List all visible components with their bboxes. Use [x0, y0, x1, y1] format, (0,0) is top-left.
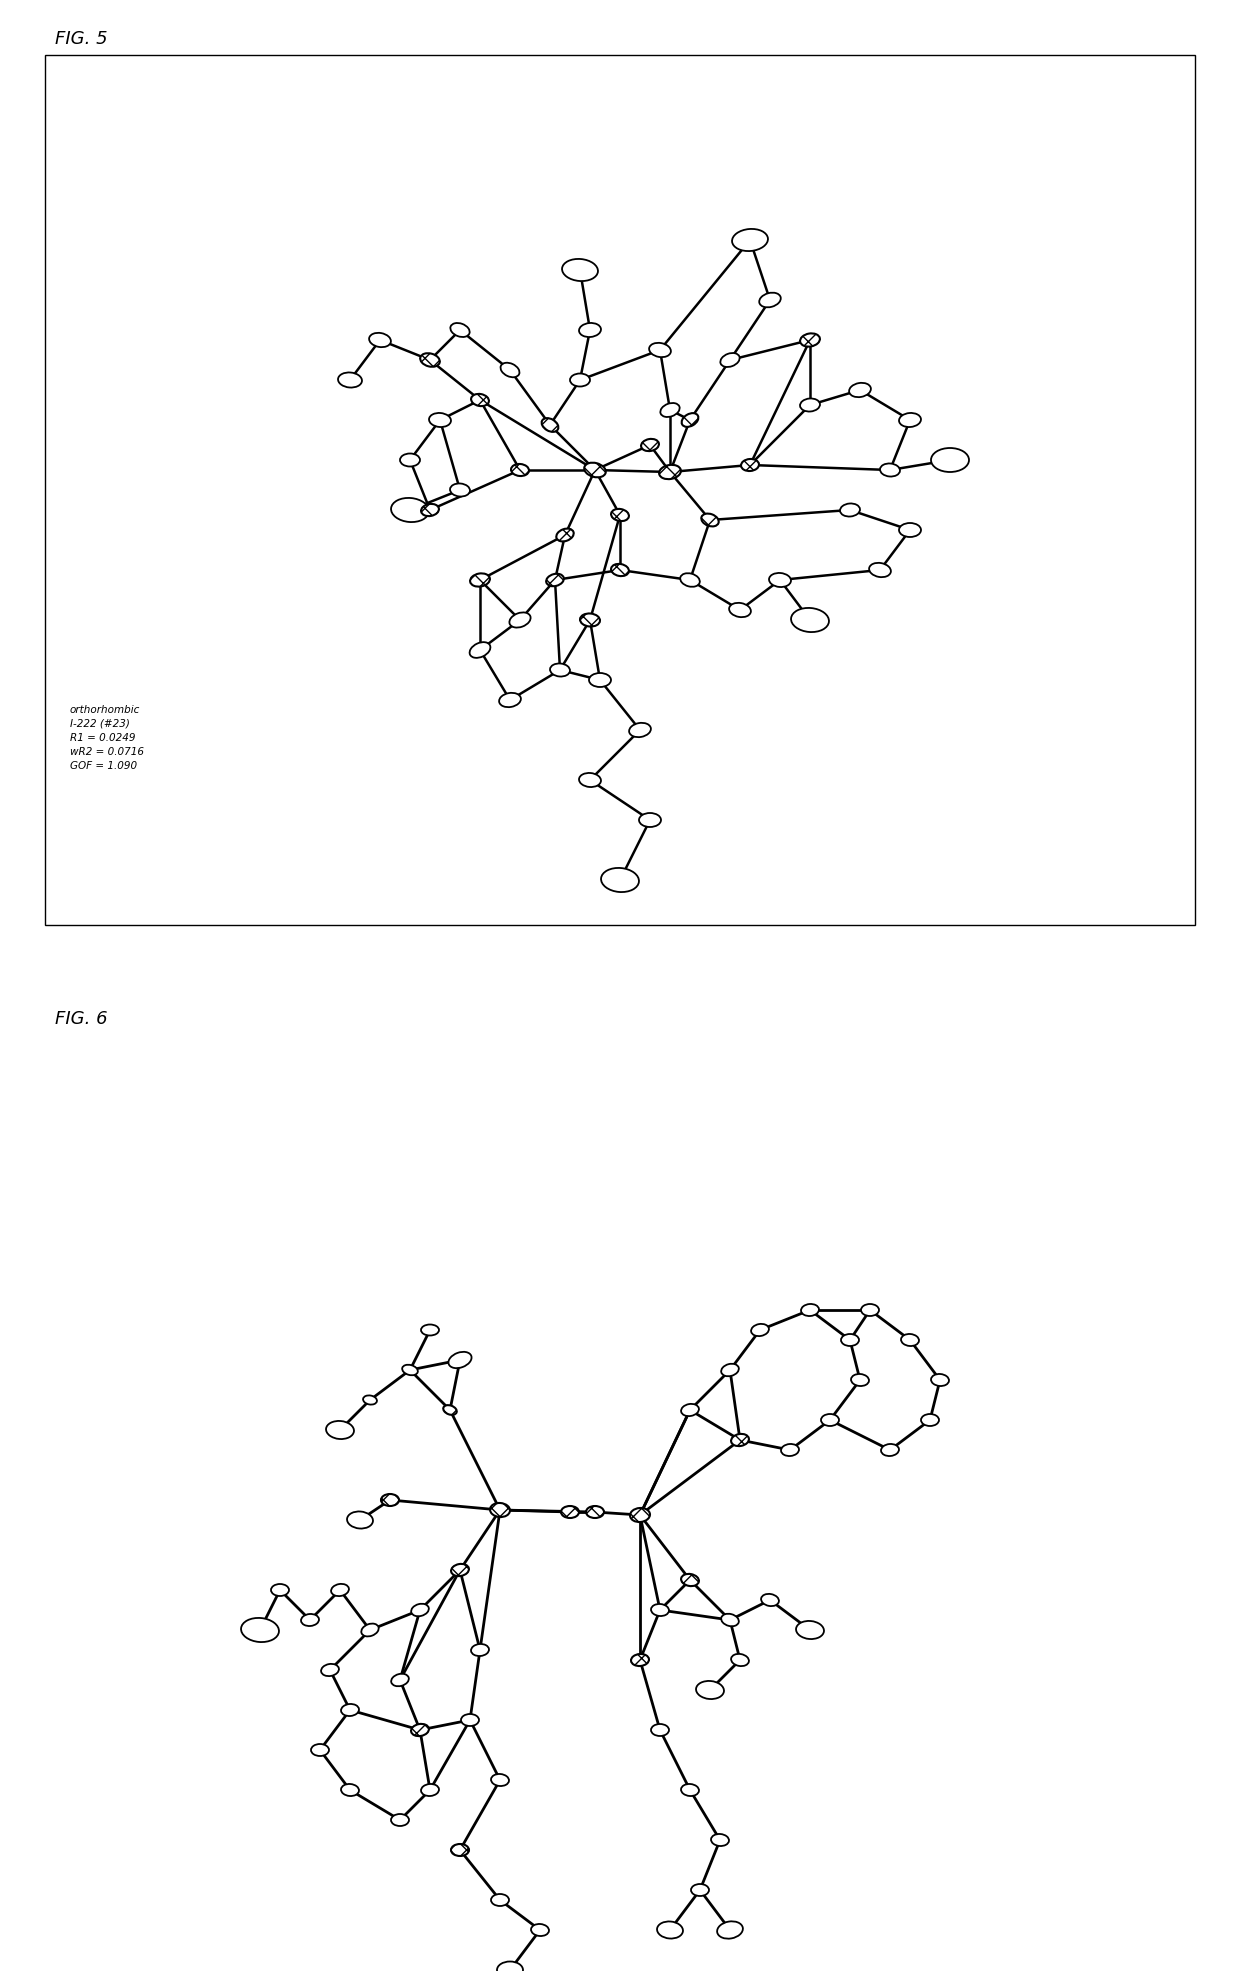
Ellipse shape: [742, 459, 759, 471]
Ellipse shape: [326, 1421, 353, 1439]
Ellipse shape: [629, 723, 651, 737]
Text: orthorhombic
I-222 (#23)
R1 = 0.0249
wR2 = 0.0716
GOF = 1.090: orthorhombic I-222 (#23) R1 = 0.0249 wR2…: [69, 706, 144, 771]
Ellipse shape: [641, 440, 658, 451]
Text: FIG. 5: FIG. 5: [55, 30, 108, 47]
Ellipse shape: [471, 394, 489, 406]
Ellipse shape: [630, 1508, 650, 1522]
Ellipse shape: [899, 522, 921, 536]
Ellipse shape: [422, 1325, 439, 1336]
Ellipse shape: [401, 453, 420, 467]
Ellipse shape: [579, 323, 601, 337]
Ellipse shape: [696, 1681, 724, 1699]
Ellipse shape: [580, 613, 600, 627]
Ellipse shape: [720, 353, 739, 367]
Ellipse shape: [681, 1575, 699, 1587]
Ellipse shape: [491, 1774, 508, 1786]
Ellipse shape: [402, 1364, 418, 1376]
Ellipse shape: [584, 463, 606, 477]
Ellipse shape: [931, 1374, 949, 1386]
Ellipse shape: [511, 463, 529, 477]
Ellipse shape: [339, 373, 362, 388]
Ellipse shape: [801, 1305, 818, 1317]
Ellipse shape: [800, 333, 820, 347]
Ellipse shape: [722, 1364, 739, 1376]
Ellipse shape: [542, 418, 558, 432]
Ellipse shape: [660, 465, 681, 479]
Ellipse shape: [470, 643, 490, 658]
Ellipse shape: [681, 1784, 699, 1796]
Ellipse shape: [899, 414, 921, 428]
Ellipse shape: [759, 292, 781, 307]
Ellipse shape: [361, 1624, 378, 1636]
Ellipse shape: [311, 1744, 329, 1756]
Ellipse shape: [781, 1445, 799, 1457]
Ellipse shape: [451, 1563, 469, 1577]
Ellipse shape: [639, 812, 661, 828]
Ellipse shape: [451, 1845, 469, 1857]
Ellipse shape: [901, 1334, 919, 1346]
Ellipse shape: [722, 1614, 739, 1626]
Ellipse shape: [391, 1673, 409, 1687]
Ellipse shape: [498, 694, 521, 708]
Ellipse shape: [769, 574, 791, 587]
Ellipse shape: [796, 1620, 823, 1640]
Ellipse shape: [651, 1604, 670, 1616]
Ellipse shape: [347, 1512, 373, 1529]
Ellipse shape: [849, 382, 870, 396]
Ellipse shape: [631, 1654, 649, 1665]
Ellipse shape: [331, 1585, 348, 1597]
Ellipse shape: [761, 1595, 779, 1606]
Ellipse shape: [490, 1504, 510, 1518]
Ellipse shape: [880, 1445, 899, 1457]
Ellipse shape: [711, 1833, 729, 1847]
Ellipse shape: [491, 1894, 508, 1906]
Bar: [45, 55, 1195, 924]
Ellipse shape: [579, 773, 601, 786]
Ellipse shape: [732, 1433, 749, 1447]
Ellipse shape: [546, 574, 564, 585]
Ellipse shape: [589, 672, 611, 688]
Ellipse shape: [272, 1585, 289, 1597]
Ellipse shape: [363, 1395, 377, 1405]
Ellipse shape: [702, 514, 719, 526]
Ellipse shape: [611, 564, 629, 576]
Ellipse shape: [611, 509, 629, 520]
Ellipse shape: [510, 613, 531, 627]
Ellipse shape: [450, 323, 470, 337]
Ellipse shape: [412, 1725, 429, 1736]
Ellipse shape: [851, 1374, 869, 1386]
Ellipse shape: [422, 1784, 439, 1796]
Ellipse shape: [551, 664, 570, 676]
Ellipse shape: [791, 607, 830, 633]
Ellipse shape: [241, 1618, 279, 1642]
Ellipse shape: [587, 1506, 604, 1518]
Ellipse shape: [562, 258, 598, 282]
Ellipse shape: [321, 1664, 339, 1675]
Text: FIG. 6: FIG. 6: [55, 1009, 108, 1029]
Ellipse shape: [751, 1325, 769, 1336]
Ellipse shape: [691, 1884, 709, 1896]
Ellipse shape: [729, 603, 751, 617]
Ellipse shape: [921, 1413, 939, 1425]
Ellipse shape: [657, 1922, 683, 1939]
Ellipse shape: [601, 867, 639, 893]
Ellipse shape: [880, 463, 900, 477]
Ellipse shape: [570, 373, 590, 386]
Ellipse shape: [471, 1644, 489, 1656]
Ellipse shape: [681, 574, 699, 587]
Ellipse shape: [443, 1405, 456, 1415]
Ellipse shape: [651, 1725, 670, 1736]
Ellipse shape: [422, 505, 439, 516]
Ellipse shape: [681, 1403, 699, 1415]
Ellipse shape: [391, 499, 429, 522]
Ellipse shape: [869, 564, 890, 578]
Ellipse shape: [682, 414, 698, 428]
Ellipse shape: [381, 1494, 399, 1506]
Ellipse shape: [661, 402, 680, 418]
Ellipse shape: [341, 1784, 360, 1796]
Ellipse shape: [501, 363, 520, 376]
Ellipse shape: [560, 1506, 579, 1518]
Ellipse shape: [839, 503, 861, 516]
Ellipse shape: [449, 1352, 471, 1368]
Ellipse shape: [821, 1413, 839, 1425]
